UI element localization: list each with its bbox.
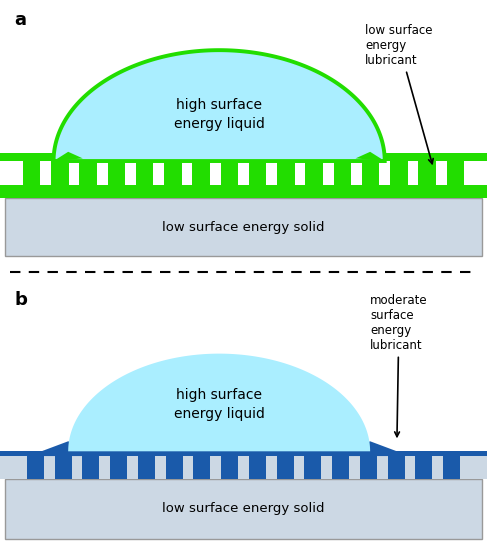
- Bar: [277, 456, 294, 478]
- Bar: [334, 161, 351, 198]
- Bar: [138, 456, 155, 478]
- Bar: [23, 161, 40, 198]
- Bar: [0, 185, 487, 198]
- Text: low surface energy solid: low surface energy solid: [162, 502, 325, 515]
- Bar: [249, 456, 266, 478]
- Bar: [390, 161, 408, 198]
- Text: a: a: [15, 10, 27, 29]
- Bar: [108, 161, 125, 198]
- Bar: [332, 456, 349, 478]
- Bar: [51, 161, 69, 198]
- Bar: [304, 456, 321, 478]
- Polygon shape: [68, 354, 370, 452]
- Bar: [79, 161, 97, 198]
- Bar: [0, 452, 487, 456]
- Bar: [193, 456, 210, 478]
- Bar: [221, 161, 238, 198]
- Text: high surface
energy liquid: high surface energy liquid: [174, 98, 264, 131]
- Bar: [385, 153, 487, 161]
- Bar: [27, 456, 44, 478]
- Polygon shape: [356, 152, 385, 161]
- Bar: [221, 456, 238, 478]
- Bar: [415, 456, 432, 478]
- Bar: [443, 456, 460, 478]
- Bar: [136, 161, 153, 198]
- Polygon shape: [54, 152, 83, 161]
- Text: moderate
surface
energy
lubricant: moderate surface energy lubricant: [370, 294, 428, 437]
- Bar: [55, 456, 72, 478]
- Bar: [447, 161, 464, 198]
- Bar: [5, 478, 482, 539]
- Text: low surface
energy
lubricant: low surface energy lubricant: [365, 24, 433, 164]
- Polygon shape: [41, 441, 95, 456]
- Bar: [192, 161, 210, 198]
- Bar: [388, 456, 405, 478]
- Bar: [418, 161, 436, 198]
- Bar: [277, 161, 295, 198]
- Bar: [305, 161, 323, 198]
- Bar: [362, 161, 379, 198]
- Text: high surface
energy liquid: high surface energy liquid: [174, 388, 264, 421]
- Polygon shape: [54, 50, 385, 161]
- Bar: [110, 456, 127, 478]
- Bar: [0, 456, 487, 478]
- Bar: [0, 153, 54, 161]
- Bar: [164, 161, 182, 198]
- Polygon shape: [343, 441, 397, 456]
- Text: b: b: [15, 291, 27, 309]
- Bar: [166, 456, 183, 478]
- Bar: [360, 456, 377, 478]
- Bar: [249, 161, 266, 198]
- Bar: [5, 198, 482, 256]
- Bar: [82, 456, 99, 478]
- Text: low surface energy solid: low surface energy solid: [162, 221, 325, 234]
